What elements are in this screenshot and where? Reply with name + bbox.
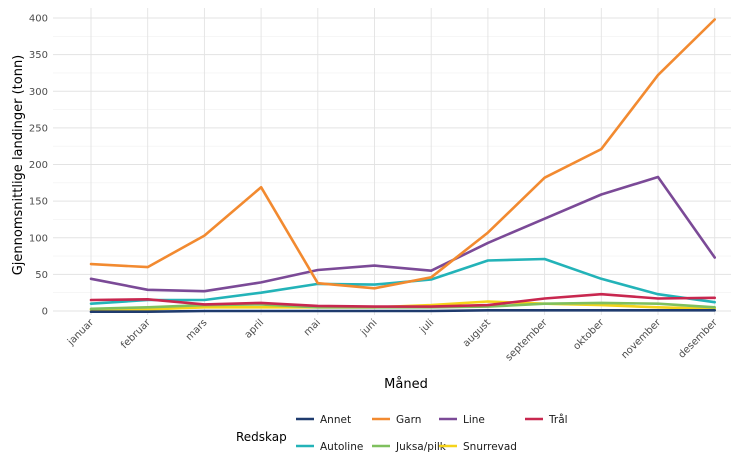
y-tick-label: 350 [29, 50, 48, 61]
y-axis-title: Gjennomsnittlige landinger (tonn) [11, 55, 26, 276]
x-axis-title: Måned [384, 377, 428, 392]
series-line-tr-l [89, 292, 717, 308]
x-axis-ticks: januar februar mars april mai juni juli august s… [65, 317, 720, 364]
legend-label-juksa-pilk: Juksa/pilk [395, 441, 447, 453]
y-axis-ticks: 0 50 100 150 200 250 300 350 400 [29, 14, 48, 318]
legend-label-garn: Garn [396, 414, 421, 426]
x-tick-label: juli [417, 317, 436, 336]
x-tick-label: mai [302, 317, 323, 338]
y-tick-label: 200 [29, 160, 48, 171]
legend-label-tr-l: Trål [548, 413, 568, 426]
x-tick-label: november [619, 317, 663, 361]
x-tick-label: desember [677, 317, 721, 361]
y-tick-label: 50 [35, 270, 48, 281]
x-tick-label: september [504, 317, 551, 364]
y-tick-label: 0 [42, 307, 48, 318]
y-tick-label: 250 [29, 123, 48, 134]
x-tick-label: juni [358, 317, 379, 338]
gridlines [53, 8, 731, 315]
series-line-garn [89, 18, 717, 290]
y-tick-label: 300 [29, 87, 48, 98]
y-tick-label: 100 [29, 233, 48, 244]
legend-label-autoline: Autoline [320, 441, 363, 453]
y-tick-label: 150 [29, 197, 48, 208]
x-tick-label: august [461, 317, 493, 349]
legend-label-annet: Annet [320, 414, 351, 426]
series-lines [89, 18, 717, 314]
x-tick-label: februar [119, 317, 153, 351]
legend-title: Redskap [236, 430, 287, 444]
legend-label-line: Line [463, 414, 485, 426]
x-tick-label: oktober [571, 317, 607, 353]
y-tick-label: 400 [29, 14, 48, 25]
series-line-annet [89, 308, 717, 314]
x-tick-label: mars [184, 317, 210, 343]
legend: Redskap Annet Garn Line Trål Autoline Juksa/p… [236, 413, 568, 453]
legend-label-snurrevad: Snurrevad [463, 441, 517, 453]
x-tick-label: april [243, 317, 266, 340]
x-tick-label: januar [65, 317, 97, 349]
series-line-line [89, 175, 717, 293]
